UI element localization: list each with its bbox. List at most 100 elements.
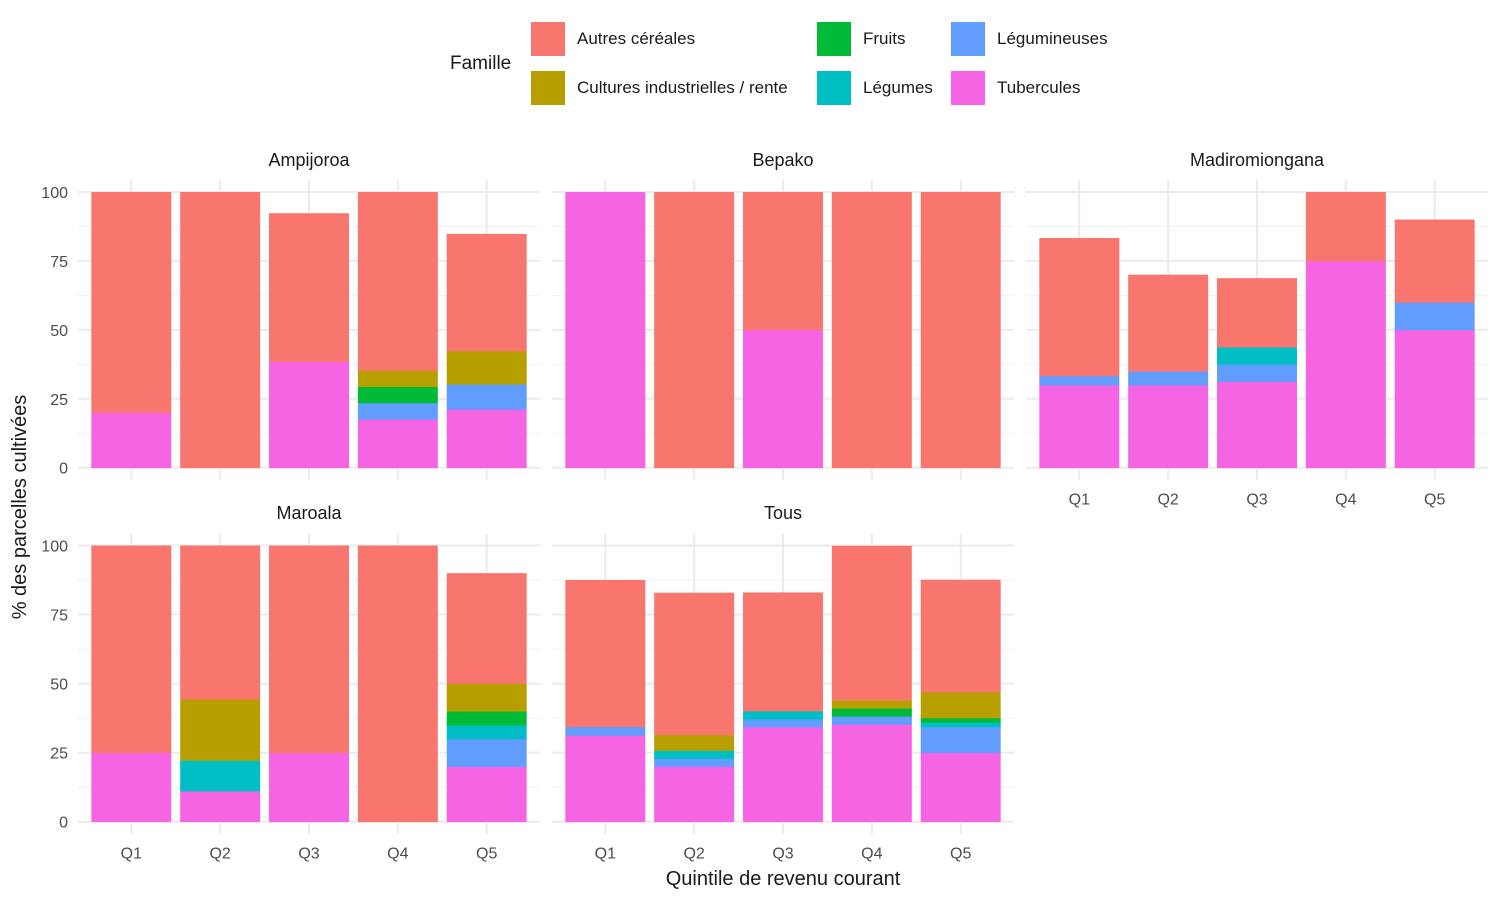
y-tick-label: 100 [41, 539, 68, 556]
bar-segment-q1-autres-céréales [565, 580, 646, 728]
x-tick-label: Q3 [298, 846, 319, 863]
bar-segment-q3-autres-céréales [269, 213, 349, 362]
bar-segment-q2-autres-céréales [1128, 274, 1209, 372]
legend-key [531, 22, 565, 56]
y-tick-label: 75 [50, 608, 68, 625]
bar-segment-q1-tubercules [1039, 384, 1120, 469]
bar-segment-q2-cultures-industrielles-rente [180, 699, 261, 761]
legend-label: Fruits [863, 29, 906, 48]
legend-item-legumineuses: Légumineuses [951, 22, 1108, 56]
bar-segment-q3-autres-céréales [743, 192, 823, 331]
x-axis-label: Quintile de revenu courant [666, 868, 901, 890]
bar-segment-q5-autres-céréales [1394, 219, 1475, 303]
x-tick-label: Q2 [209, 846, 230, 863]
legend-label: Légumineuses [997, 29, 1108, 48]
bar-segment-q4-cultures-industrielles-rente [357, 370, 438, 388]
bar-segment-q4-tubercules [1305, 260, 1386, 469]
facet-panel-maroala: Maroala 0 25 50 75 100 Q1 Q2 Q3 Q4 Q5 [41, 503, 540, 863]
bar-segment-q3-légumes [1217, 347, 1297, 365]
y-tick-label: 0 [59, 461, 68, 478]
legend-title: Famille [450, 53, 512, 74]
bar-segment-q3-tubercules [743, 329, 823, 469]
bar-segment-q3-autres-céréales [1217, 278, 1297, 348]
panels: Ampijoroa 0 25 50 75 100 Bepako Madiromiongana Q… [41, 150, 1488, 863]
facet-title: Tous [764, 503, 802, 523]
bar-segment-q2-autres-céréales [180, 192, 261, 469]
bar-segment-q2-autres-céréales [180, 545, 261, 700]
bar-segment-q4-autres-céréales [831, 545, 912, 701]
bar-segment-q2-autres-céréales [654, 592, 735, 736]
x-tick-label: Q4 [1335, 492, 1356, 509]
bar-segment-q5-autres-céréales [920, 579, 1001, 693]
y-tick-label: 0 [59, 815, 68, 832]
bar-segment-q4-légumineuses [831, 716, 912, 725]
bar-segment-q3-légumes [743, 710, 823, 720]
bar-segment-q4-tubercules [357, 419, 438, 469]
bar-segment-q1-tubercules [565, 735, 646, 823]
bar-segment-q3-autres-céréales [743, 592, 823, 712]
y-tick-label: 25 [50, 746, 68, 763]
bar-segment-q4-légumineuses [357, 402, 438, 420]
y-tick-label: 25 [50, 392, 68, 409]
bar-segment-q2-légumineuses [1128, 371, 1209, 386]
bar-segment-q4-autres-céréales [831, 192, 912, 469]
x-tick-label: Q3 [772, 846, 793, 863]
y-tick-label: 50 [50, 323, 68, 340]
y-tick-label: 75 [50, 254, 68, 271]
y-tick-label: 100 [41, 185, 68, 202]
bar-segment-q5-légumes [920, 722, 1001, 728]
bar-segment-q5-tubercules [446, 766, 527, 823]
legend-key [531, 71, 565, 105]
bar-segment-q3-autres-céréales [269, 545, 349, 754]
bar-segment-q5-tubercules [446, 409, 527, 469]
x-tick-label: Q2 [1157, 492, 1178, 509]
bar-segment-q1-autres-céréales [91, 192, 172, 413]
bar-segment-q5-fruits [446, 711, 527, 726]
facet-title: Madiromiongana [1190, 150, 1325, 170]
bar-segment-q5-tubercules [1394, 329, 1475, 469]
legend-item-legumes: Légumes [817, 71, 933, 105]
bar-segment-q1-tubercules [565, 192, 646, 469]
legend-item-autres-cereales: Autres céréales [531, 22, 695, 56]
x-tick-label: Q1 [1069, 492, 1090, 509]
facet-title: Ampijoroa [268, 150, 350, 170]
legend-key [951, 22, 985, 56]
bar-segment-q3-tubercules [269, 752, 349, 823]
facet-panel-madiromiongana: Madiromiongana Q1 Q2 Q3 Q4 Q5 [1026, 150, 1488, 509]
legend-key [951, 71, 985, 105]
bar-segment-q5-tubercules [920, 752, 1001, 823]
x-tick-label: Q4 [387, 846, 408, 863]
legend-label: Autres céréales [577, 29, 696, 48]
bar-segment-q1-autres-céréales [91, 545, 172, 754]
bar-segment-q3-tubercules [743, 726, 823, 823]
x-tick-label: Q3 [1246, 492, 1267, 509]
x-tick-label: Q5 [950, 846, 971, 863]
bar-segment-q2-autres-céréales [654, 192, 735, 469]
bar-segment-q5-cultures-industrielles-rente [446, 683, 527, 712]
bar-segment-q4-fruits [357, 386, 438, 404]
bar-segment-q3-tubercules [1217, 381, 1297, 469]
bar-segment-q5-légumineuses [1394, 302, 1475, 331]
x-tick-label: Q5 [476, 846, 497, 863]
bar-segment-q2-légumineuses [654, 758, 735, 767]
legend-item-fruits: Fruits [817, 22, 906, 56]
legend-item-tubercules: Tubercules [951, 71, 1080, 105]
bar-segment-q3-légumineuses [1217, 364, 1297, 382]
bar-segment-q1-tubercules [91, 412, 172, 469]
bar-segment-q5-légumes [446, 725, 527, 740]
bar-segment-q3-légumineuses [743, 718, 823, 728]
bar-segment-q1-tubercules [91, 752, 172, 823]
bar-segment-q5-légumineuses [920, 726, 1001, 754]
bar-segment-q5-légumineuses [446, 384, 527, 410]
bar-segment-q2-tubercules [654, 766, 735, 823]
bar-segment-q2-cultures-industrielles-rente [654, 734, 735, 751]
legend-key [817, 22, 851, 56]
y-tick-label: 50 [50, 677, 68, 694]
bar-segment-q4-autres-céréales [1305, 192, 1386, 262]
bar-segment-q5-cultures-industrielles-rente [920, 691, 1001, 719]
bar-segment-q5-légumineuses [446, 738, 527, 767]
bar-segment-q2-légumes [180, 760, 261, 792]
x-tick-label: Q5 [1424, 492, 1445, 509]
x-tick-label: Q1 [595, 846, 616, 863]
